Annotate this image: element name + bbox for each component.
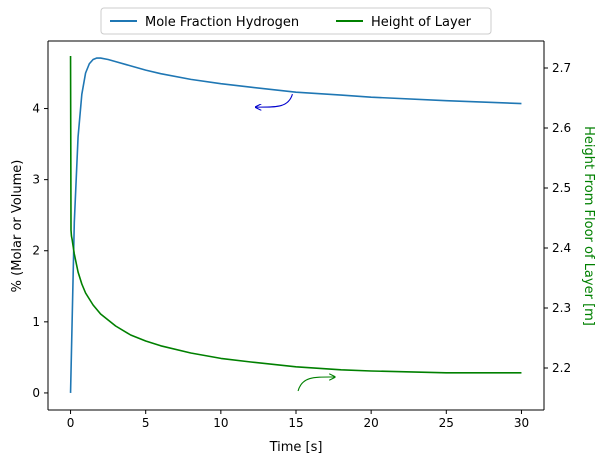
y-tick-label-left: 4	[32, 102, 40, 116]
annotation-layer	[255, 93, 335, 392]
y-tick-label-right: 2.4	[552, 241, 571, 255]
x-tick-label: 25	[439, 416, 454, 430]
x-tick-label: 30	[514, 416, 529, 430]
y-ticks-right: 2.2 2.3 2.4 2.5 2.6 2.7	[544, 61, 571, 375]
annotation-arrow-right-axis	[297, 377, 335, 392]
series-line-mole-fraction-hydrogen	[69, 57, 522, 393]
x-tick-label: 0	[67, 416, 75, 430]
x-axis-label: Time [s]	[269, 440, 323, 455]
plot-area	[48, 41, 544, 410]
annotation-arrow-left-axis	[255, 93, 293, 107]
y-tick-label-left: 1	[32, 315, 40, 329]
y-tick-label-left: 3	[32, 173, 40, 187]
y-tick-label-right: 2.5	[552, 181, 571, 195]
y-tick-label-left: 2	[32, 244, 40, 258]
legend: Mole Fraction Hydrogen Height of Layer	[100, 7, 492, 35]
x-tick-label: 10	[213, 416, 228, 430]
y-tick-label-left: 0	[32, 386, 40, 400]
series-line-height-of-layer	[69, 55, 522, 374]
legend-label-hydrogen: Mole Fraction Hydrogen	[145, 15, 299, 30]
y-tick-label-right: 2.6	[552, 121, 571, 135]
legend-box	[100, 7, 492, 35]
x-ticks: 0 5 10 15 20 25 30	[67, 410, 529, 430]
y-axis-label-right: Height From Floor of Layer [m]	[581, 126, 596, 326]
y-tick-label-right: 2.2	[552, 361, 571, 375]
legend-label-height: Height of Layer	[371, 15, 472, 30]
y-axis-label-left: % (Molar or Volume)	[10, 160, 25, 293]
series-layer	[69, 55, 522, 393]
x-tick-label: 5	[142, 416, 150, 430]
y-tick-label-right: 2.3	[552, 301, 571, 315]
y-ticks-left: 0 1 2 3 4	[32, 102, 48, 400]
x-tick-label: 15	[288, 416, 303, 430]
x-tick-label: 20	[364, 416, 379, 430]
y-tick-label-right: 2.7	[552, 61, 571, 75]
